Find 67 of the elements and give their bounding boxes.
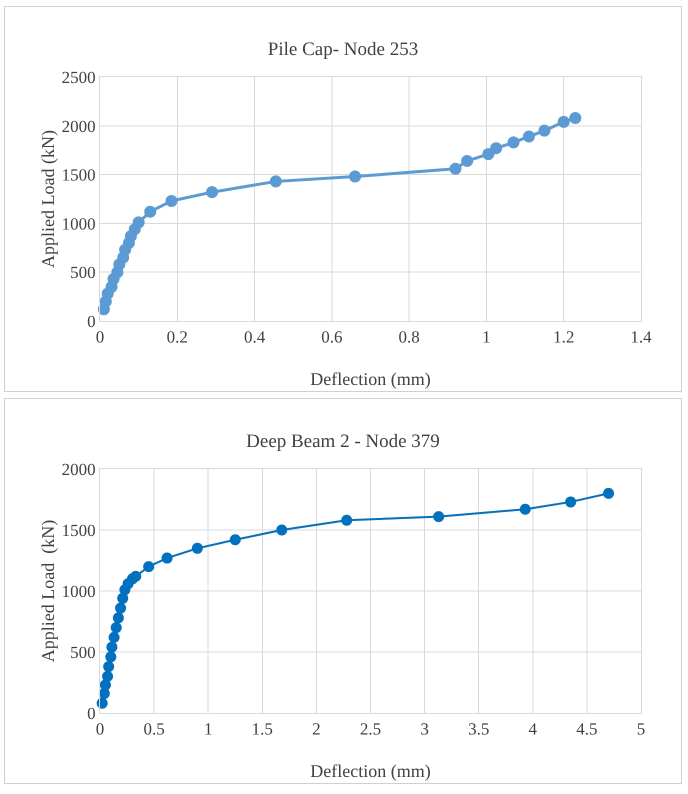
point <box>102 670 114 682</box>
y-tick-label: 0 <box>87 312 96 331</box>
x-tick-label: 4.5 <box>576 719 598 738</box>
x-tick-label: 4 <box>528 719 538 738</box>
point <box>105 651 116 662</box>
point <box>276 524 288 536</box>
point <box>106 642 118 653</box>
point <box>143 561 154 572</box>
x-axis-title: Deflection (mm) <box>310 369 431 389</box>
point <box>569 112 582 124</box>
y-tick-label: 0 <box>87 704 96 723</box>
chart-title: Deep Beam 2 - Node 379 <box>246 430 440 452</box>
x-tick-label: 2 <box>312 719 321 738</box>
chart-title: Pile Cap- Node 253 <box>268 38 418 60</box>
point <box>108 632 120 643</box>
x-tick-label: 1 <box>204 719 212 738</box>
x-tick-label: 1.4 <box>630 327 652 346</box>
point <box>165 194 178 207</box>
point <box>144 206 156 218</box>
x-tick-label: 0.4 <box>244 327 266 346</box>
x-tick-label: 3 <box>420 719 429 738</box>
point <box>490 142 502 154</box>
point <box>433 511 444 522</box>
point <box>565 496 576 508</box>
y-axis-title: Applied Load (kN) <box>38 520 58 662</box>
point <box>162 552 173 564</box>
x-tick-label: 3.5 <box>468 719 490 738</box>
point <box>132 216 145 228</box>
point <box>110 622 122 634</box>
x-tick-label: 2.5 <box>360 719 382 738</box>
point <box>507 136 520 148</box>
point <box>538 124 550 137</box>
point <box>103 661 114 672</box>
y-tick-label: 1000 <box>62 582 96 601</box>
point <box>230 534 241 546</box>
y-tick-label: 1500 <box>62 520 96 540</box>
point <box>270 175 282 188</box>
point <box>520 504 531 515</box>
point <box>206 186 218 198</box>
x-tick-label: 0.6 <box>321 327 342 346</box>
x-tick-label: 1.5 <box>252 719 273 738</box>
x-axis-title: Deflection (mm) <box>310 761 431 781</box>
x-tick-label: 1.2 <box>553 327 574 346</box>
point <box>522 130 535 143</box>
x-tick-label: 0.8 <box>398 327 420 346</box>
point <box>461 154 474 167</box>
point <box>341 514 352 526</box>
point <box>112 612 124 624</box>
x-tick-label: 1 <box>482 327 491 346</box>
y-tick-label: 2500 <box>62 68 96 87</box>
point <box>349 170 362 183</box>
y-tick-label: 500 <box>70 642 96 662</box>
point <box>192 542 203 554</box>
point <box>603 488 614 499</box>
x-tick-label: 0.2 <box>166 327 188 346</box>
point <box>115 602 126 614</box>
y-tick-label: 500 <box>70 263 96 282</box>
x-tick-label: 0.5 <box>143 719 165 738</box>
point <box>450 162 462 175</box>
y-tick-label: 2000 <box>62 116 96 136</box>
y-axis-title: Applied Load (kN) <box>38 130 58 268</box>
y-tick-label: 2000 <box>62 460 96 479</box>
x-tick-label: 5 <box>636 719 646 738</box>
point <box>558 116 570 128</box>
point <box>130 570 142 582</box>
y-tick-label: 1000 <box>62 214 96 234</box>
y-tick-label: 1500 <box>62 166 96 185</box>
